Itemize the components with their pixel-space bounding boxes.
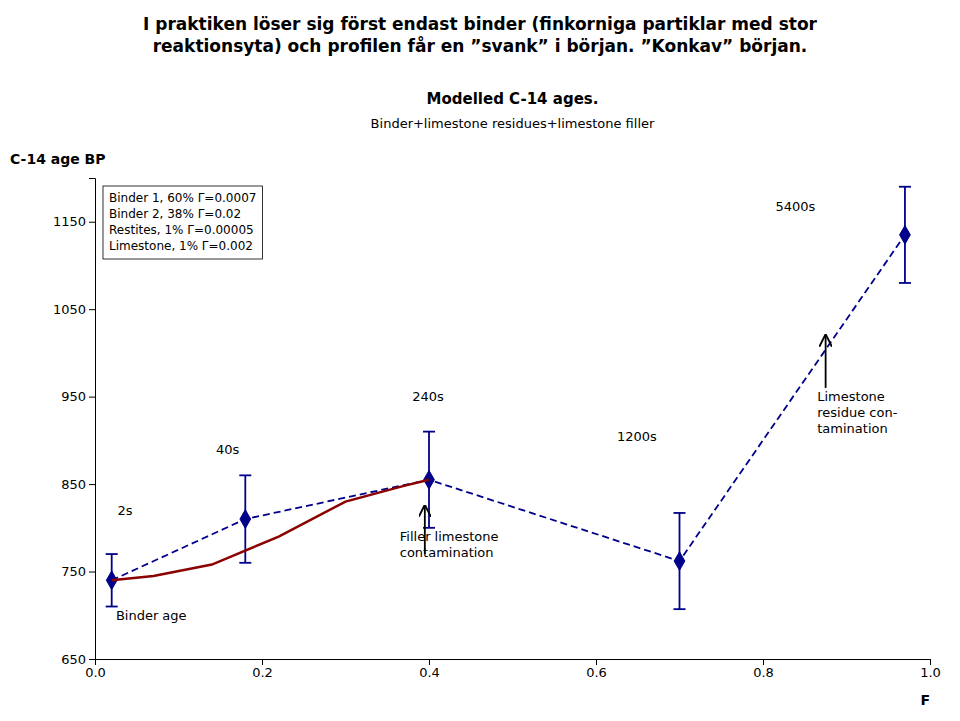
x-tick-mark — [429, 659, 430, 665]
x-tick-label: 0.0 — [85, 665, 106, 680]
annotation: 5400s — [776, 199, 816, 214]
series-line — [112, 480, 429, 581]
y-tick-mark — [89, 572, 95, 573]
x-axis-line — [96, 660, 931, 666]
annotation-line: 1200s — [617, 429, 657, 444]
x-tick: 0.6 — [586, 659, 607, 680]
y-tick-mark — [89, 397, 95, 398]
text-box-line: Binder 2, 38% Γ=0.02 — [109, 207, 241, 221]
chart: I praktiken löser sig först endast binde… — [0, 0, 960, 721]
y-tick: 1050 — [53, 302, 95, 317]
annotation: Limestoneresidue con-tamination — [817, 389, 897, 436]
y-tick-label: 1050 — [53, 302, 86, 317]
series-marker — [240, 510, 251, 529]
y-tick-label: 750 — [61, 564, 86, 579]
text-box: Binder 1, 60% Γ=0.0007 Binder 2, 38% Γ=0.… — [103, 186, 262, 259]
y-tick: 850 — [61, 477, 95, 492]
y-tick: 1150 — [53, 214, 95, 229]
title: Modelled C-14 ages. — [427, 90, 599, 108]
x-tick-label: 0.6 — [586, 665, 607, 680]
annotations: 2s Binder age 40s 240s Filler limestoneconta… — [116, 199, 898, 623]
y-tick-mark — [89, 309, 95, 310]
y-tick-label: 950 — [61, 389, 86, 404]
annotation: Binder age — [116, 608, 187, 623]
x-tick-label: 1.0 — [920, 665, 941, 680]
annotation-line: residue con- — [817, 405, 897, 420]
x-tick-label: 0.2 — [252, 665, 273, 680]
annotation-arrow — [424, 506, 426, 554]
heading: I praktiken löser sig först endast binde… — [143, 14, 818, 56]
annotation-line: contamination — [400, 545, 494, 560]
annotation-line: 5400s — [776, 199, 816, 214]
annotation-arrow — [825, 335, 827, 387]
annotation: 1200s — [617, 429, 657, 444]
error-bar-cap — [899, 282, 911, 284]
series-marker — [674, 552, 685, 571]
y-tick-mark — [89, 222, 95, 223]
error-bar-cap — [899, 186, 911, 188]
text-box-line: Binder 1, 60% Γ=0.0007 — [109, 191, 256, 205]
y-tick-label: 850 — [61, 477, 86, 492]
error-bar — [674, 513, 686, 609]
x-axis-title: F — [920, 692, 930, 708]
x-tick-mark — [596, 659, 597, 665]
series-marker — [900, 226, 911, 245]
annotation: 240s — [412, 389, 444, 404]
y-tick-mark — [89, 484, 95, 485]
x-tick: 0.2 — [252, 659, 273, 680]
x-tick-mark — [262, 659, 263, 665]
annotation: 40s — [216, 442, 240, 457]
x-tick-label: 0.8 — [753, 665, 774, 680]
series-line — [112, 235, 905, 580]
text-box-line: Limestone, 1% Γ=0.002 — [109, 239, 253, 253]
y-tick-mark — [89, 659, 95, 660]
error-bar-cap — [239, 562, 251, 564]
y-axis-title: C-14 age BP — [10, 151, 106, 167]
x-tick: 0.8 — [753, 659, 774, 680]
x-tick-label: 0.4 — [419, 665, 440, 680]
x-tick: 0.0 — [85, 659, 106, 680]
heading-line: reaktionsyta) och profilen får en ”svank… — [153, 35, 808, 56]
y-tick: 650 — [61, 652, 95, 667]
text-box-text: Binder 1, 60% Γ=0.0007 Binder 2, 38% Γ=0.… — [109, 191, 256, 253]
x-tick-mark — [763, 659, 764, 665]
annotation-line: Limestone — [817, 389, 885, 404]
x-axis: 0.0 0.2 0.4 0.6 0.8 1.0 — [85, 659, 941, 680]
error-bar-cap — [106, 553, 118, 555]
error-bar-cap — [239, 474, 251, 476]
error-bar-cap — [423, 431, 435, 433]
annotation-line: 240s — [412, 389, 444, 404]
heading-line: I praktiken löser sig först endast binde… — [143, 14, 818, 34]
annotation: Filler limestonecontamination — [400, 529, 499, 560]
x-tick: 0.4 — [419, 659, 440, 680]
y-axis-line — [89, 179, 96, 660]
annotation-line: Binder age — [116, 608, 187, 623]
text-box-frame — [103, 186, 262, 259]
error-bar-cap — [674, 608, 686, 610]
annotation-line: 40s — [216, 442, 240, 457]
y-tick-label: 1150 — [53, 214, 86, 229]
y-tick: 950 — [61, 389, 95, 404]
annotation: 2s — [118, 503, 133, 518]
x-tick: 1.0 — [920, 659, 941, 680]
subtitle: Binder+limestone residues+limestone fill… — [371, 116, 655, 131]
x-tick-mark — [930, 659, 931, 665]
error-bar-cap — [674, 512, 686, 514]
text-box-line: Restites, 1% Γ=0.00005 — [109, 223, 254, 237]
error-bar — [899, 187, 911, 283]
y-tick-label: 650 — [61, 652, 86, 667]
annotation-line: Filler limestone — [400, 529, 499, 544]
annotation-line: tamination — [817, 421, 887, 436]
annotation-line: 2s — [118, 503, 133, 518]
plot-area — [106, 187, 911, 609]
y-axis: 650 750 850 950 1050 1150 — [53, 179, 96, 667]
y-tick: 750 — [61, 564, 95, 579]
